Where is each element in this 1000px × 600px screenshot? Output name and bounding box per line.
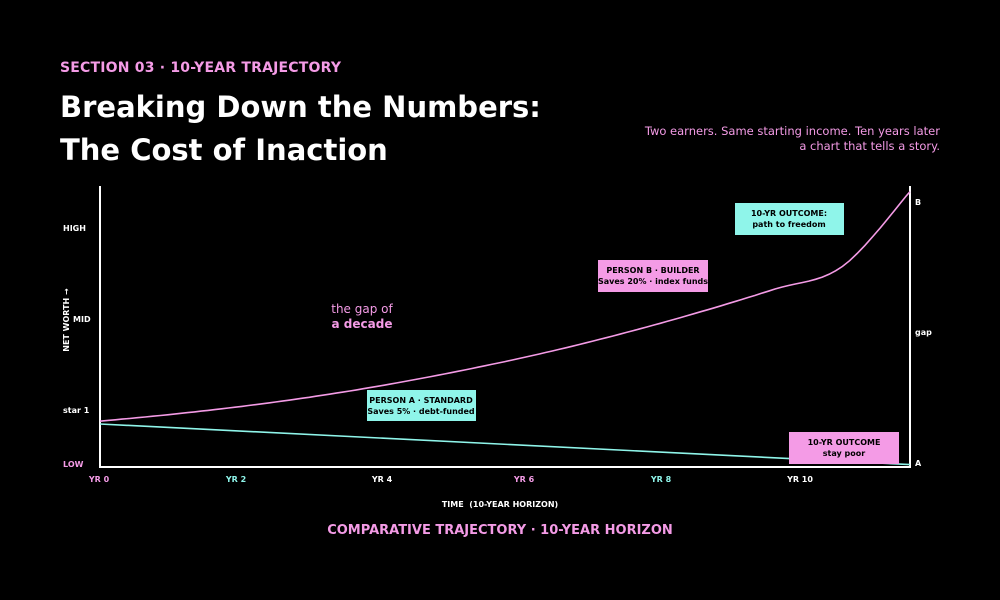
annotation-person-b-title: PERSON B · BUILDER	[606, 266, 699, 275]
annotation-outcome-a: 10-YR OUTCOME stay poor	[789, 432, 899, 464]
y-tick-start: star 1	[63, 406, 90, 415]
title-line-2: The Cost of Inaction	[60, 133, 388, 167]
x-tick-yr2: YR 2	[225, 475, 246, 484]
subtitle-line-1: Two earners. Same starting income. Ten y…	[644, 124, 940, 138]
section-eyebrow: SECTION 03 · 10-YEAR TRAJECTORY	[60, 60, 342, 76]
page-title: Breaking Down the Numbers: The Cost of I…	[60, 86, 541, 172]
annotation-person-b-text: Saves 20% · index funds	[598, 277, 708, 286]
annotation-person-b: PERSON B · BUILDER Saves 20% · index fun…	[598, 260, 708, 292]
series-line-person-a	[99, 423, 911, 466]
annotation-outcome-b-text: path to freedom	[752, 220, 825, 229]
annotation-outcome-b-title: 10-YR OUTCOME:	[751, 209, 827, 218]
x-tick-yr10: YR 10	[786, 475, 813, 484]
series-line-person-b	[99, 191, 911, 422]
annotation-person-a-text: Saves 5% · debt-funded	[367, 407, 475, 416]
chart-subtitle: Two earners. Same starting income. Ten y…	[600, 124, 940, 154]
gap-note-line-2: a decade	[332, 317, 393, 331]
annotation-person-a: PERSON A · STANDARD Saves 5% · debt-fund…	[367, 390, 476, 421]
x-tick-yr6: YR 6	[513, 475, 535, 484]
gap-note-line-1: the gap of	[331, 302, 393, 316]
chart-footer-caption: COMPARATIVE TRAJECTORY · 10-YEAR HORIZON	[327, 523, 673, 538]
right-label-b: B	[915, 198, 921, 207]
x-tick-yr0: YR 0	[88, 475, 110, 484]
y-tick-low: LOW	[63, 460, 84, 469]
y-tick-high: HIGH	[63, 224, 86, 233]
y-axis-label: NET WORTH →	[62, 288, 71, 352]
title-line-1: Breaking Down the Numbers:	[60, 90, 541, 124]
annotation-outcome-a-text: stay poor	[823, 449, 865, 458]
x-tick-yr4: YR 4	[371, 475, 393, 484]
y-tick-mid: MID	[73, 315, 91, 324]
annotation-outcome-a-title: 10-YR OUTCOME	[808, 438, 881, 447]
right-label-a: A	[915, 459, 922, 468]
subtitle-line-2: a chart that tells a story.	[799, 139, 940, 153]
right-label-gap: gap	[915, 328, 932, 337]
x-axis-label: TIME (10-YEAR HORIZON)	[442, 500, 558, 509]
x-tick-yr8: YR 8	[650, 475, 672, 484]
annotation-person-a-title: PERSON A · STANDARD	[369, 396, 473, 405]
annotation-outcome-b: 10-YR OUTCOME: path to freedom	[735, 203, 844, 235]
